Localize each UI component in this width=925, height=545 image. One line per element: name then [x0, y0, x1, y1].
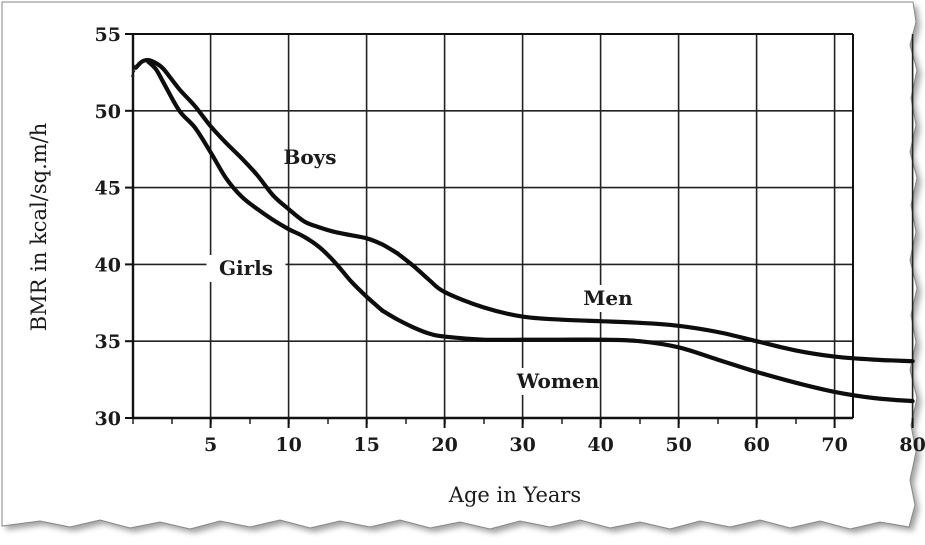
x-tick-label: 80 [899, 434, 925, 456]
y-tick-label: 35 [95, 331, 121, 353]
axes [125, 33, 914, 428]
x-tick-label: 15 [353, 434, 379, 456]
x-tick-label: 20 [431, 434, 457, 456]
series-label-bg [518, 368, 598, 395]
series-label-boys: Boys [283, 145, 336, 169]
x-tick-label: 40 [587, 434, 613, 456]
series-layer [131, 57, 915, 404]
grid [133, 33, 914, 419]
series-line-boys [133, 57, 400, 256]
x-tick-label: 5 [204, 434, 217, 456]
series-line-girls [146, 59, 385, 313]
x-tick-label: 60 [743, 434, 769, 456]
y-tick-label: 45 [95, 178, 121, 200]
y-tick-label: 55 [95, 24, 121, 46]
y-tick-label: 50 [95, 101, 121, 123]
series-label-girls: Girls [219, 256, 273, 280]
series-label-bg [581, 285, 635, 312]
y-tick-label: 30 [95, 408, 121, 430]
series-line-women [380, 308, 915, 404]
x-tick-label: 50 [665, 434, 691, 456]
series-label-bg [206, 255, 286, 282]
torn-paper [1, 1, 921, 533]
series-labels: Boys Men Girls Women [206, 145, 635, 395]
x-tick-label: 30 [509, 434, 535, 456]
x-tick-label: 10 [275, 434, 301, 456]
paper-sheet [1, 1, 918, 530]
x-tick-label: 70 [821, 434, 847, 456]
x-axis-title: Age in Years [448, 483, 581, 507]
series-line-men [395, 251, 915, 364]
tick-labels: 303540455055510152030405060708090 [95, 24, 925, 456]
y-tick-label: 40 [95, 254, 121, 276]
infant-dotted-segment [131, 61, 140, 78]
series-label-men: Men [583, 286, 633, 310]
series-label-women: Women [516, 369, 600, 393]
y-axis-title: BMR in kcal/sq.m/h [27, 123, 51, 332]
